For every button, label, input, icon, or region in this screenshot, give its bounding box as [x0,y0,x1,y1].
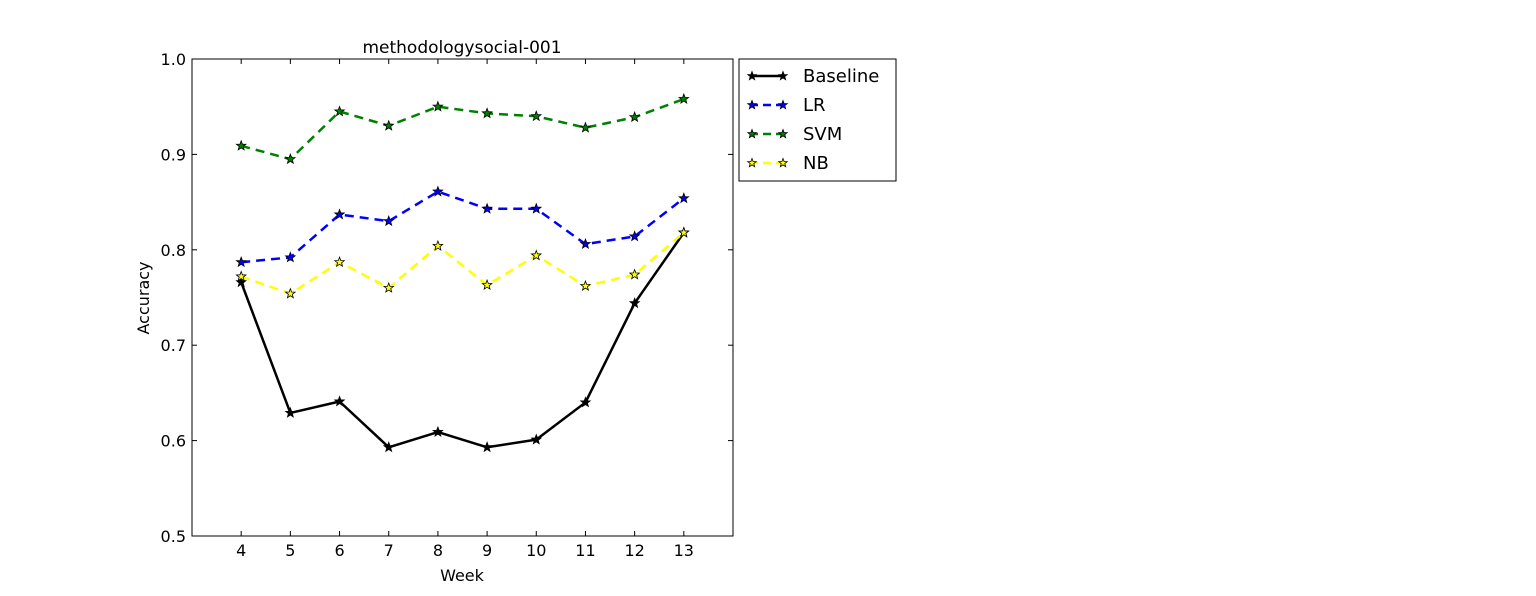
data-point-svm [677,92,690,105]
data-point-lr [677,192,690,204]
data-point-lr [284,251,297,263]
series-line-baseline [240,231,685,449]
data-point-baseline [530,433,543,445]
data-point-baseline [382,441,395,453]
x-tick-label: 6 [334,541,344,560]
x-tick-label: 12 [624,541,644,560]
data-point-lr [432,185,444,197]
legend-box [738,58,897,182]
data-point-lr [333,208,346,220]
legend-marker [777,70,789,81]
data-point-nb [628,268,641,280]
data-point-svm [333,105,346,117]
data-point-nb [382,281,395,293]
x-tick-label: 9 [482,541,492,560]
x-tick-label: 13 [674,541,694,560]
legend-marker [746,128,758,139]
data-point-svm [481,107,493,119]
data-point-baseline [333,395,346,407]
legend-marker [746,157,758,168]
legend-marker [777,157,789,168]
legend-marker [746,99,758,110]
legend-marker [777,99,789,110]
data-point-lr [628,230,641,242]
y-tick-label: 0.5 [161,527,186,546]
data-point-nb [677,226,690,238]
legend-label-lr: LR [803,95,826,116]
data-point-lr [579,237,592,250]
data-point-baseline [481,441,493,453]
x-tick-label: 11 [575,541,595,560]
data-point-lr [382,215,395,227]
x-tick-label: 8 [433,541,443,560]
legend-label-baseline: Baseline [803,66,879,87]
data-point-lr [235,256,248,268]
series-line-lr [241,190,685,264]
x-tick-label: 10 [526,541,546,560]
x-tick-label: 5 [285,541,295,560]
data-point-nb [481,278,493,291]
data-point-lr [481,202,493,214]
series-line-svm [240,97,685,161]
x-tick-label: 4 [236,541,246,560]
y-tick-label: 0.8 [161,241,186,260]
x-tick-label: 7 [384,541,394,560]
data-point-nb [235,270,248,282]
series-group [235,92,690,453]
data-point-svm [530,110,543,122]
chart-title: methodologysocial-001 [362,38,561,58]
data-point-nb [284,287,297,299]
y-axis-label: Accuracy [134,261,153,334]
legend-marker [777,128,789,139]
data-point-svm [432,100,444,112]
y-tick-label: 0.7 [161,336,186,355]
data-point-baseline [235,276,248,288]
y-tick-label: 0.9 [161,145,186,164]
data-point-nb [530,249,543,261]
data-point-svm [235,139,248,151]
plot-area [191,58,734,537]
y-axis: 0.5 0.6 0.7 0.8 0.9 1.0 [161,50,733,546]
legend-marker [746,70,758,81]
data-point-baseline [628,297,641,309]
series-line-nb [240,231,685,295]
x-axis: 4 5 6 7 8 9 10 11 12 13 [236,59,694,560]
data-point-nb [333,256,346,268]
data-point-lr [530,202,543,214]
data-point-nb [579,279,592,292]
legend-label-svm: SVM [803,124,842,145]
data-point-baseline [284,406,297,418]
legend: Baseline LR SVM NB [738,58,897,182]
data-point-nb [432,239,444,251]
data-point-svm [382,119,395,131]
y-tick-label: 0.6 [161,432,186,451]
data-point-svm [628,111,641,123]
legend-label-nb: NB [803,153,829,174]
data-point-baseline [579,396,592,408]
y-tick-label: 1.0 [161,50,186,69]
x-axis-label: Week [440,566,485,585]
data-point-svm [579,121,592,133]
data-point-baseline [432,425,444,437]
data-point-svm [284,153,297,165]
